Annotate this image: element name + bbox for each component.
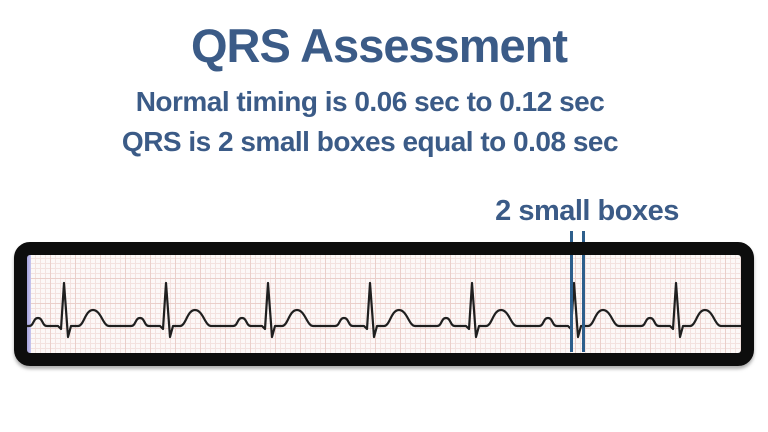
page-title: QRS Assessment — [190, 19, 568, 72]
ecg-trace — [25, 281, 743, 339]
annotation-two-small-boxes: 2 small boxes — [495, 195, 679, 227]
marker-line-left — [570, 231, 573, 352]
subtitle-qrs-boxes: QRS is 2 small boxes equal to 0.08 sec — [121, 126, 619, 157]
ecg-trace-path — [25, 281, 743, 339]
subtitle-normal-timing: Normal timing is 0.06 sec to 0.12 sec — [135, 86, 605, 117]
marker-line-right — [582, 231, 585, 352]
ecg-strip-frame — [14, 242, 754, 366]
strip-left-edge-band — [26, 253, 31, 354]
ecg-grid-paper — [25, 253, 743, 354]
